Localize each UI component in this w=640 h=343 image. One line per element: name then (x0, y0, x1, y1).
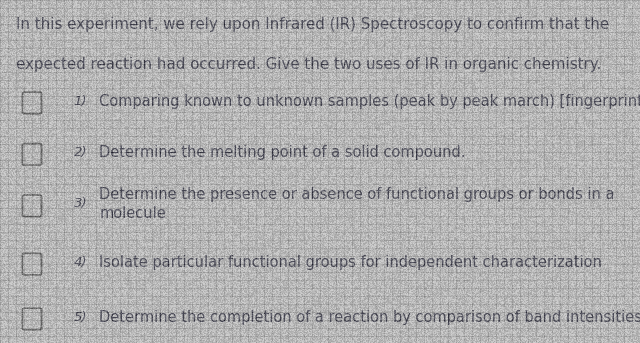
Text: Comparing known to unknown samples (peak by peak march) [fingerprint]: Comparing known to unknown samples (peak… (99, 94, 640, 108)
Text: 4): 4) (74, 256, 87, 269)
Text: Determine the melting point of a solid compound.: Determine the melting point of a solid c… (99, 145, 466, 160)
Text: Determine the presence or absence of functional groups or bonds in a
molecule: Determine the presence or absence of fun… (99, 187, 614, 221)
Text: 3): 3) (74, 198, 87, 210)
Text: Isolate particular functional groups for independent characterization: Isolate particular functional groups for… (99, 255, 602, 270)
Text: Determine the completion of a reaction by comparison of band intensities: Determine the completion of a reaction b… (99, 310, 640, 324)
Text: 1): 1) (74, 95, 87, 107)
Text: 5): 5) (74, 311, 87, 323)
Text: In this experiment, we rely upon Infrared (IR) Spectroscopy to confirm that the: In this experiment, we rely upon Infrare… (16, 17, 609, 32)
Text: expected reaction had occurred. Give the two uses of IR in organic chemistry.: expected reaction had occurred. Give the… (16, 57, 601, 72)
Text: 2): 2) (74, 146, 87, 159)
